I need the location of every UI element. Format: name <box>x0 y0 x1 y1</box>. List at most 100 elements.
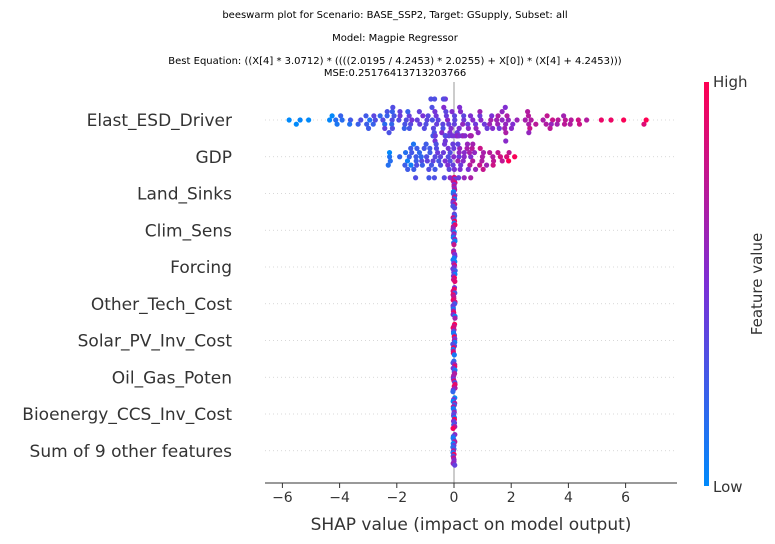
x-tick-label-4: 2 <box>507 490 516 506</box>
shap-point <box>339 117 345 123</box>
shap-point <box>367 117 373 123</box>
shap-point <box>401 125 407 131</box>
shap-point <box>391 113 397 119</box>
shap-point <box>364 121 370 127</box>
shap-point <box>526 130 532 136</box>
feature-label-1: GDP <box>195 148 232 168</box>
shap-point <box>494 117 500 123</box>
shap-point <box>414 145 420 151</box>
shap-point <box>505 117 511 123</box>
shap-point <box>382 121 388 127</box>
shap-point <box>525 113 532 119</box>
shap-point <box>461 113 467 119</box>
shap-point <box>487 149 493 156</box>
shap-point <box>432 166 438 172</box>
shap-point <box>333 117 339 123</box>
shap-point <box>468 133 474 139</box>
shap-point <box>426 166 432 172</box>
shap-point <box>416 149 423 156</box>
feature-label-9: Sum of 9 other features <box>30 442 233 462</box>
shap-point <box>411 166 417 172</box>
shap-point <box>419 158 425 164</box>
shap-point <box>419 162 425 168</box>
shap-point <box>473 125 479 131</box>
shap-point <box>461 117 467 123</box>
shap-point <box>406 125 412 131</box>
shap-point <box>387 154 393 160</box>
shap-point <box>397 154 403 160</box>
shap-point <box>475 130 481 136</box>
shap-point <box>421 145 427 151</box>
feature-label-4: Forcing <box>170 258 232 278</box>
shap-point <box>480 149 487 156</box>
shap-point <box>384 109 390 115</box>
shap-point <box>442 133 448 139</box>
shap-point <box>431 175 438 181</box>
shap-point <box>544 113 550 119</box>
shap-point <box>408 121 414 127</box>
shap-point <box>458 162 464 168</box>
shap-point <box>432 154 438 160</box>
shap-point <box>440 121 446 127</box>
shap-point <box>409 149 415 156</box>
shap-point <box>483 162 490 168</box>
shap-point <box>467 162 473 168</box>
shap-point <box>451 166 458 172</box>
shap-point <box>451 113 458 119</box>
shap-point <box>567 121 573 127</box>
shap-point <box>427 149 433 156</box>
shap-point <box>414 117 420 123</box>
shap-point <box>461 154 467 160</box>
shap-point <box>430 158 436 164</box>
x-tick-label-3: 0 <box>450 490 459 506</box>
shap-point <box>442 158 448 164</box>
shap-point <box>370 121 376 127</box>
shap-point <box>504 154 510 160</box>
shap-point <box>413 154 419 160</box>
shap-point <box>410 141 417 147</box>
shap-point <box>306 117 312 123</box>
shap-point <box>380 117 386 123</box>
shap-point <box>445 162 451 168</box>
shap-point <box>448 125 454 131</box>
x-tick-label-2: −2 <box>386 490 407 506</box>
shap-point <box>433 113 439 119</box>
shap-point <box>561 121 568 127</box>
shap-point <box>468 154 474 160</box>
colorbar-title: Feature value <box>748 233 766 335</box>
shap-point <box>568 117 574 123</box>
shap-point <box>528 117 534 123</box>
shap-point <box>449 133 456 139</box>
shap-point <box>477 145 483 151</box>
shap-point <box>462 133 468 139</box>
shap-point <box>406 154 412 160</box>
shap-point <box>495 113 501 119</box>
shap-point <box>396 117 402 123</box>
shap-point <box>526 121 532 127</box>
shap-point <box>355 121 361 127</box>
shap-point <box>468 175 474 181</box>
shap-point <box>477 109 483 115</box>
shap-point <box>413 158 419 164</box>
shap-point <box>402 121 408 127</box>
shap-point <box>441 104 447 110</box>
colorbar-high-label: High <box>713 73 747 91</box>
shap-point <box>465 121 471 127</box>
shap-point <box>543 121 549 127</box>
points-layer <box>286 96 649 468</box>
shap-point <box>561 113 567 119</box>
shap-point <box>575 117 581 123</box>
shap-point <box>466 149 473 156</box>
shap-point <box>397 113 403 119</box>
shap-point <box>417 121 423 127</box>
shap-point <box>456 154 462 160</box>
shap-point <box>457 109 464 115</box>
shap-point <box>441 175 447 181</box>
shap-point <box>421 125 427 131</box>
shap-point <box>427 145 433 151</box>
shap-point <box>405 166 411 172</box>
shap-point <box>464 141 471 147</box>
shap-point <box>503 130 509 136</box>
shap-point <box>358 117 364 123</box>
feature-label-7: Oil_Gas_Poten <box>112 368 232 388</box>
